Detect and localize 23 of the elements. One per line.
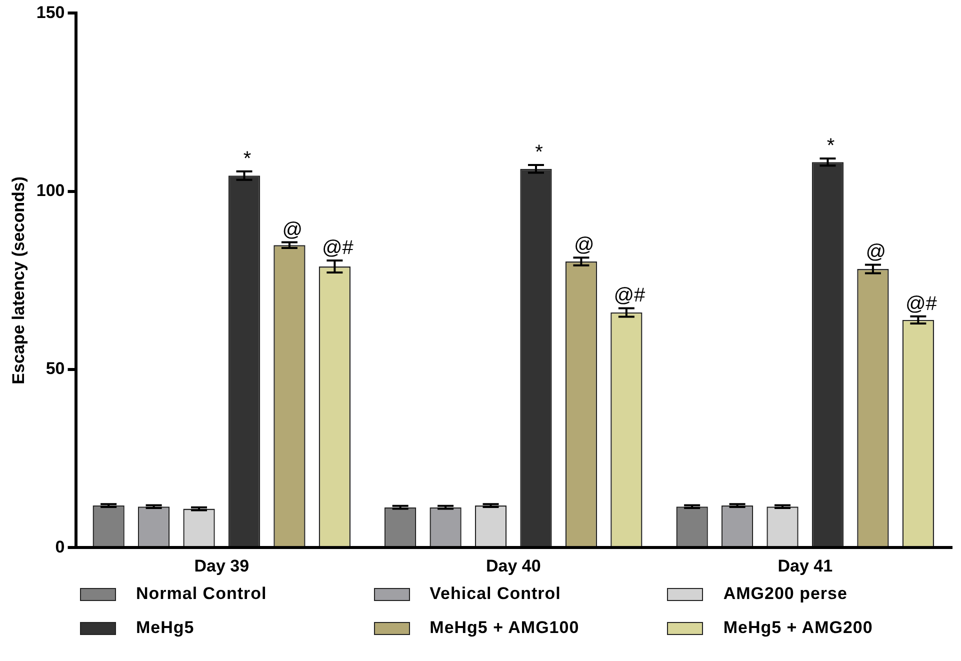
y-axis-title: Escape latency (seconds) <box>8 176 28 384</box>
y-tick-label: 100 <box>36 181 65 200</box>
legend-label: MeHg5 + AMG200 <box>723 618 873 638</box>
data-label: * <box>826 135 835 158</box>
y-tick-label: 0 <box>55 537 65 556</box>
data-label: @ <box>866 241 886 264</box>
data-label: @ <box>574 234 594 256</box>
data-label: @# <box>905 292 938 315</box>
data-label: * <box>243 148 252 170</box>
x-tick-label: Day 41 <box>778 556 833 576</box>
data-label: @ <box>282 218 303 241</box>
legend-label: Normal Control <box>136 584 267 604</box>
data-label: @# <box>614 284 646 307</box>
legend-label: MeHg5 + AMG100 <box>430 618 580 638</box>
x-tick-label: Day 39 <box>194 556 250 576</box>
legend-label: AMG200 perse <box>723 584 848 604</box>
data-label: * <box>535 141 544 164</box>
y-tick-label: 50 <box>46 359 65 378</box>
legend-label: Vehical Control <box>430 584 561 604</box>
y-tick-label: 150 <box>36 2 65 22</box>
data-label: @# <box>322 236 354 259</box>
x-tick-label: Day 40 <box>486 556 541 576</box>
legend-label: MeHg5 <box>136 618 194 638</box>
